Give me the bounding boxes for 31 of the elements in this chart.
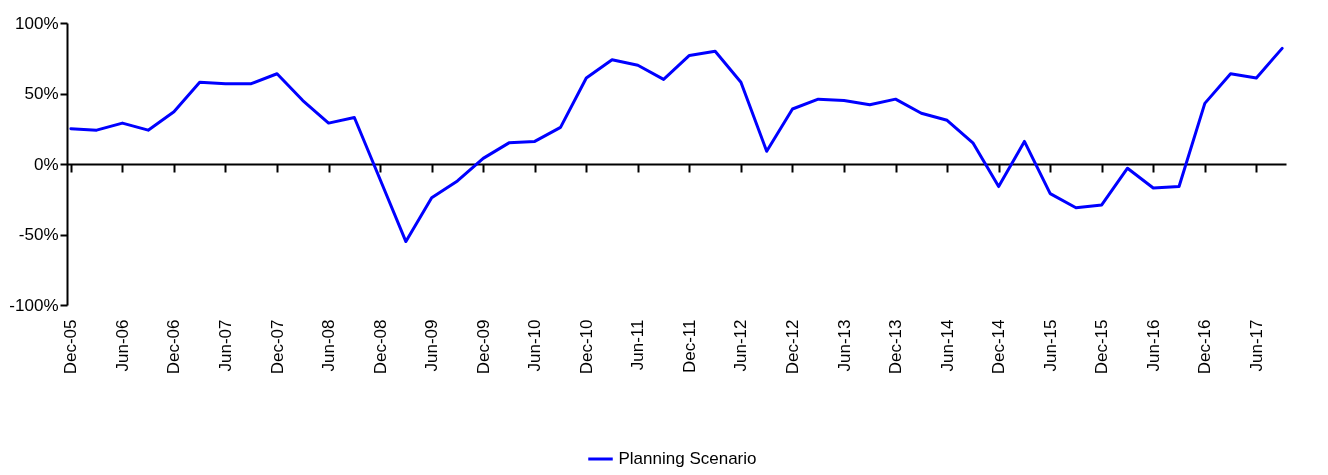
x-tick-label: Dec-15 — [1092, 319, 1112, 375]
x-tick-label: Dec-13 — [886, 319, 906, 375]
x-tick-label: Jun-11 — [628, 319, 648, 371]
x-tick-label: Jun-10 — [525, 319, 545, 372]
y-tick-label: -100% — [9, 295, 59, 315]
x-tick-label: Jun-08 — [319, 319, 339, 372]
x-tick-label: Dec-07 — [267, 319, 287, 375]
x-tick-label: Jun-15 — [1040, 319, 1060, 372]
x-tick-label: Jun-14 — [937, 319, 957, 372]
y-tick-label: 50% — [24, 84, 59, 103]
x-tick-label: Jun-13 — [834, 319, 854, 372]
x-tick-label: Jun-07 — [216, 319, 235, 372]
x-tick-label: Dec-11 — [679, 319, 699, 374]
x-tick-label: Dec-14 — [989, 319, 1009, 375]
y-tick-label: 100% — [15, 13, 59, 33]
legend-label: Planning Scenario — [618, 449, 757, 468]
x-tick-label: Dec-09 — [473, 319, 493, 375]
x-tick-label: Jun-06 — [112, 319, 132, 372]
x-tick-label: Dec-05 — [61, 319, 81, 375]
x-tick-label: Dec-16 — [1195, 319, 1215, 375]
x-tick-label: Dec-06 — [164, 319, 184, 375]
x-tick-label: Jun-17 — [1246, 319, 1266, 372]
x-tick-label: Dec-08 — [370, 319, 390, 375]
y-tick-label: 0% — [33, 154, 59, 174]
line-series — [69, 46, 1284, 244]
x-tick-label: Jun-12 — [731, 319, 751, 372]
x-tick-label: Dec-12 — [782, 319, 802, 375]
y-tick-label: -50% — [18, 225, 59, 244]
x-tick-label: Dec-10 — [576, 319, 596, 375]
x-tick-label: Jun-16 — [1143, 319, 1163, 372]
x-tick-label: Jun-09 — [422, 319, 442, 372]
